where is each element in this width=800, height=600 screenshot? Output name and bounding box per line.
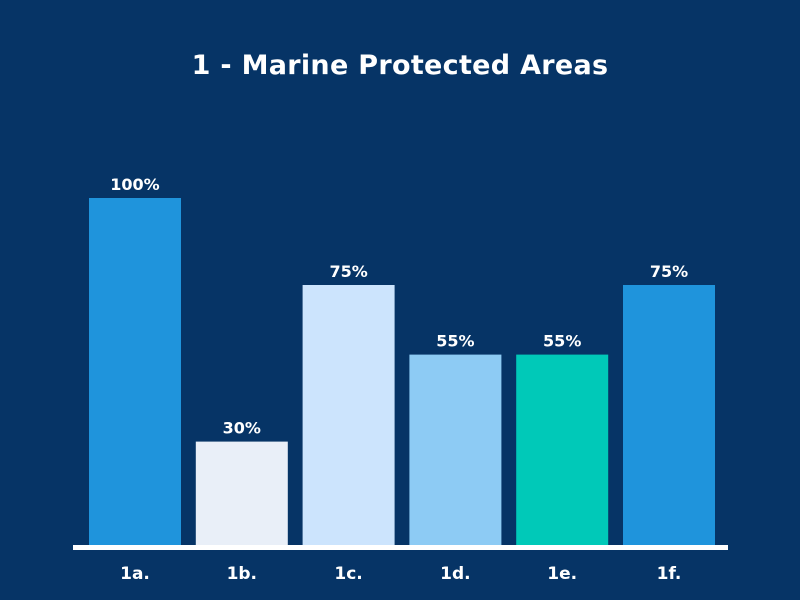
data-label-1d: 55%	[436, 332, 474, 351]
x-axis-line	[73, 545, 728, 550]
bar-1e	[516, 354, 609, 546]
data-label-1e: 55%	[543, 332, 581, 351]
data-label-1a: 100%	[110, 175, 159, 194]
data-label-1c: 75%	[329, 262, 367, 281]
data-label-1b: 30%	[223, 419, 261, 438]
bar-1b	[195, 441, 288, 546]
x-tick-label-1e: 1e.	[547, 564, 577, 584]
bar-1d	[409, 354, 502, 546]
x-tick-label-1d: 1d.	[440, 564, 470, 584]
x-tick-label-1c: 1c.	[334, 564, 362, 584]
x-tick-label-1b: 1b.	[227, 564, 257, 584]
bar-1c	[302, 285, 395, 546]
bar-1a	[89, 198, 181, 546]
data-label-1f: 75%	[650, 262, 688, 281]
bar-1f	[623, 285, 715, 546]
chart-title: 1 - Marine Protected Areas	[191, 50, 609, 81]
x-tick-label-1f: 1f.	[657, 564, 682, 584]
x-tick-label-1a: 1a.	[120, 564, 150, 584]
